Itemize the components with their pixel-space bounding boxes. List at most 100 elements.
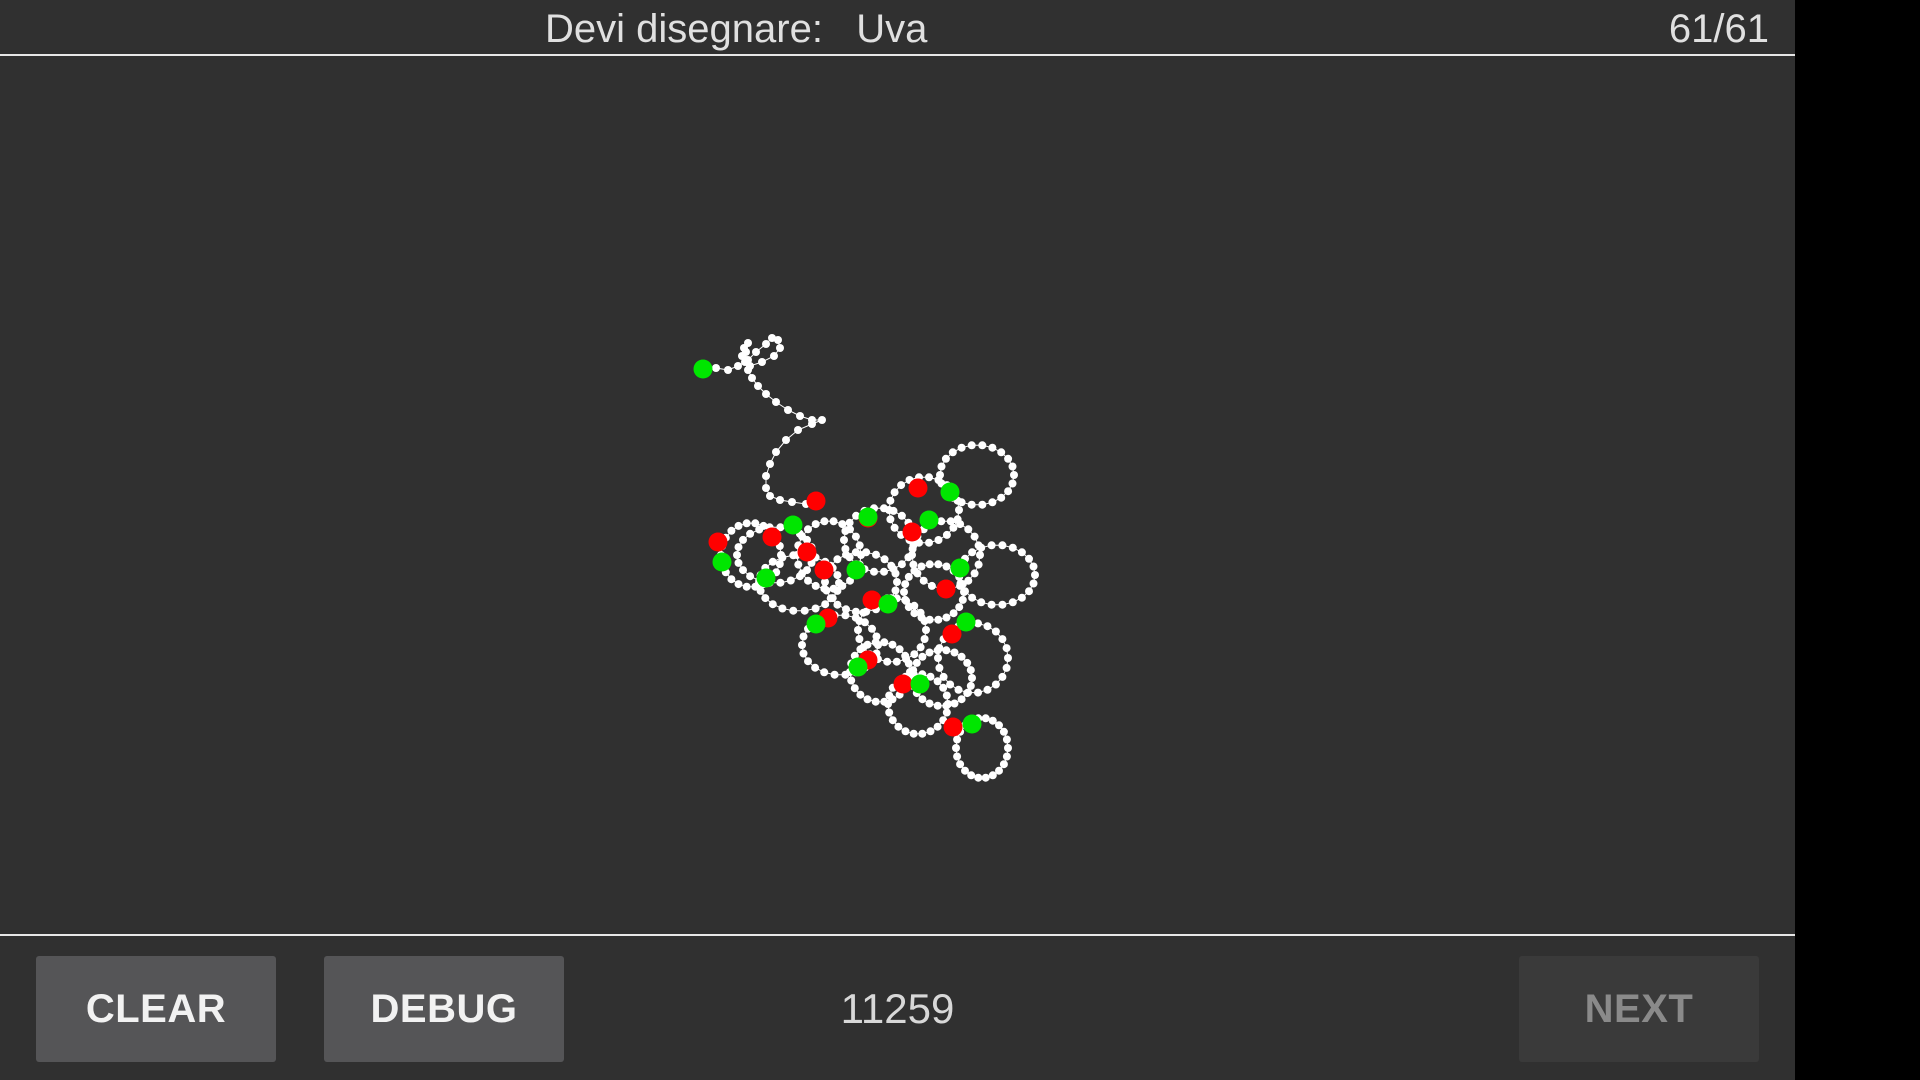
next-button[interactable]: NEXT — [1519, 956, 1759, 1062]
stroke-point — [946, 517, 955, 526]
stroke-point — [886, 515, 895, 524]
stroke-point — [782, 436, 790, 444]
stroke-point — [885, 506, 893, 514]
stroke-start-marker — [940, 482, 960, 502]
stroke-point — [778, 604, 787, 613]
stroke-point — [970, 569, 979, 578]
stroke-point — [808, 420, 816, 428]
stroke-point — [949, 523, 958, 532]
stroke-point — [871, 697, 880, 706]
stroke-point — [978, 500, 987, 509]
stroke-point — [734, 558, 743, 567]
stroke-point — [880, 638, 889, 647]
clear-button[interactable]: CLEAR — [36, 956, 276, 1062]
stroke-point — [957, 695, 966, 704]
stroke-point — [918, 695, 927, 704]
stroke-point — [956, 760, 965, 769]
stroke-point — [935, 663, 944, 672]
stroke-point — [901, 580, 910, 589]
stroke-point — [734, 543, 743, 552]
stroke-point — [950, 699, 959, 708]
stroke-point — [900, 588, 908, 596]
stroke-end-marker — [814, 560, 834, 580]
stroke-point — [871, 638, 880, 647]
stroke-point — [957, 498, 966, 507]
stroke-point — [998, 635, 1007, 644]
stroke-point — [887, 561, 896, 570]
stroke-point — [954, 685, 963, 694]
stroke-point — [799, 649, 808, 658]
stroke-point — [784, 406, 792, 414]
stroke-point — [966, 681, 975, 690]
stroke-point — [910, 650, 919, 659]
stroke-start-marker — [783, 515, 803, 535]
stroke-point — [804, 525, 812, 534]
stroke-point — [894, 722, 903, 731]
stroke-point — [798, 641, 806, 649]
stroke-point — [941, 454, 950, 463]
stroke-start-marker — [950, 558, 970, 578]
stroke-point — [748, 374, 756, 382]
stroke-point — [850, 684, 859, 693]
stroke-point — [863, 695, 872, 704]
stroke-point — [724, 366, 732, 374]
stroke-point — [852, 511, 861, 520]
stroke-point — [983, 685, 992, 694]
stroke-point — [766, 492, 774, 500]
stroke-point — [855, 541, 864, 550]
stroke-point — [917, 562, 926, 571]
stroke-point — [925, 473, 933, 482]
stroke-point — [818, 416, 826, 424]
stroke-point — [742, 519, 751, 528]
stroke-point — [761, 594, 770, 603]
stroke-point — [981, 714, 990, 723]
stroke-point — [768, 557, 777, 566]
stroke-point — [835, 579, 843, 587]
stroke-point — [796, 412, 804, 420]
stroke-point — [859, 608, 868, 617]
stroke-point — [833, 600, 842, 609]
stroke-point — [958, 580, 967, 589]
app-window: Devi disegnare: Uva 61/61 CLEAR DEBUG 11… — [0, 0, 1795, 1080]
stroke-point — [904, 603, 913, 612]
stroke-point — [897, 511, 906, 520]
stroke-point — [888, 640, 897, 649]
stroke-point — [789, 606, 798, 615]
stroke-point — [995, 766, 1003, 775]
stroke-point — [942, 562, 951, 571]
stroke-point — [884, 700, 892, 708]
drawing-prompt: Devi disegnare: Uva — [545, 0, 927, 56]
stroke-point — [758, 358, 766, 366]
debug-button[interactable]: DEBUG — [324, 956, 564, 1062]
drawing-canvas[interactable] — [0, 58, 1795, 934]
stroke-point — [890, 523, 899, 532]
stroke-point — [838, 520, 847, 529]
stroke-point — [893, 578, 901, 586]
stroke-point — [998, 541, 1007, 550]
stroke-point — [754, 382, 762, 390]
stroke-point — [956, 520, 965, 529]
stroke-start-marker — [956, 612, 976, 632]
footer-bar: CLEAR DEBUG 11259 NEXT — [0, 934, 1795, 1080]
stroke-point — [949, 609, 958, 618]
stroke-point — [988, 498, 997, 507]
stroke-point — [870, 567, 878, 576]
stroke-point — [840, 536, 848, 544]
stroke-point — [891, 569, 900, 578]
stroke-point — [926, 727, 935, 736]
stroke-point — [734, 580, 743, 589]
stroke-point — [909, 666, 918, 675]
stroke-point — [756, 586, 765, 595]
stroke-point — [798, 532, 807, 541]
stroke-point — [734, 521, 743, 530]
stroke-point — [910, 566, 919, 575]
stroke-point — [1008, 479, 1017, 488]
stroke-point — [963, 689, 972, 698]
stroke-point — [1004, 487, 1013, 496]
stroke-point — [733, 551, 741, 559]
stroke-point — [988, 443, 997, 452]
stroke-point — [759, 521, 768, 530]
stroke-point — [1017, 548, 1026, 557]
stroke-point — [776, 344, 784, 352]
stroke-point — [997, 448, 1006, 457]
